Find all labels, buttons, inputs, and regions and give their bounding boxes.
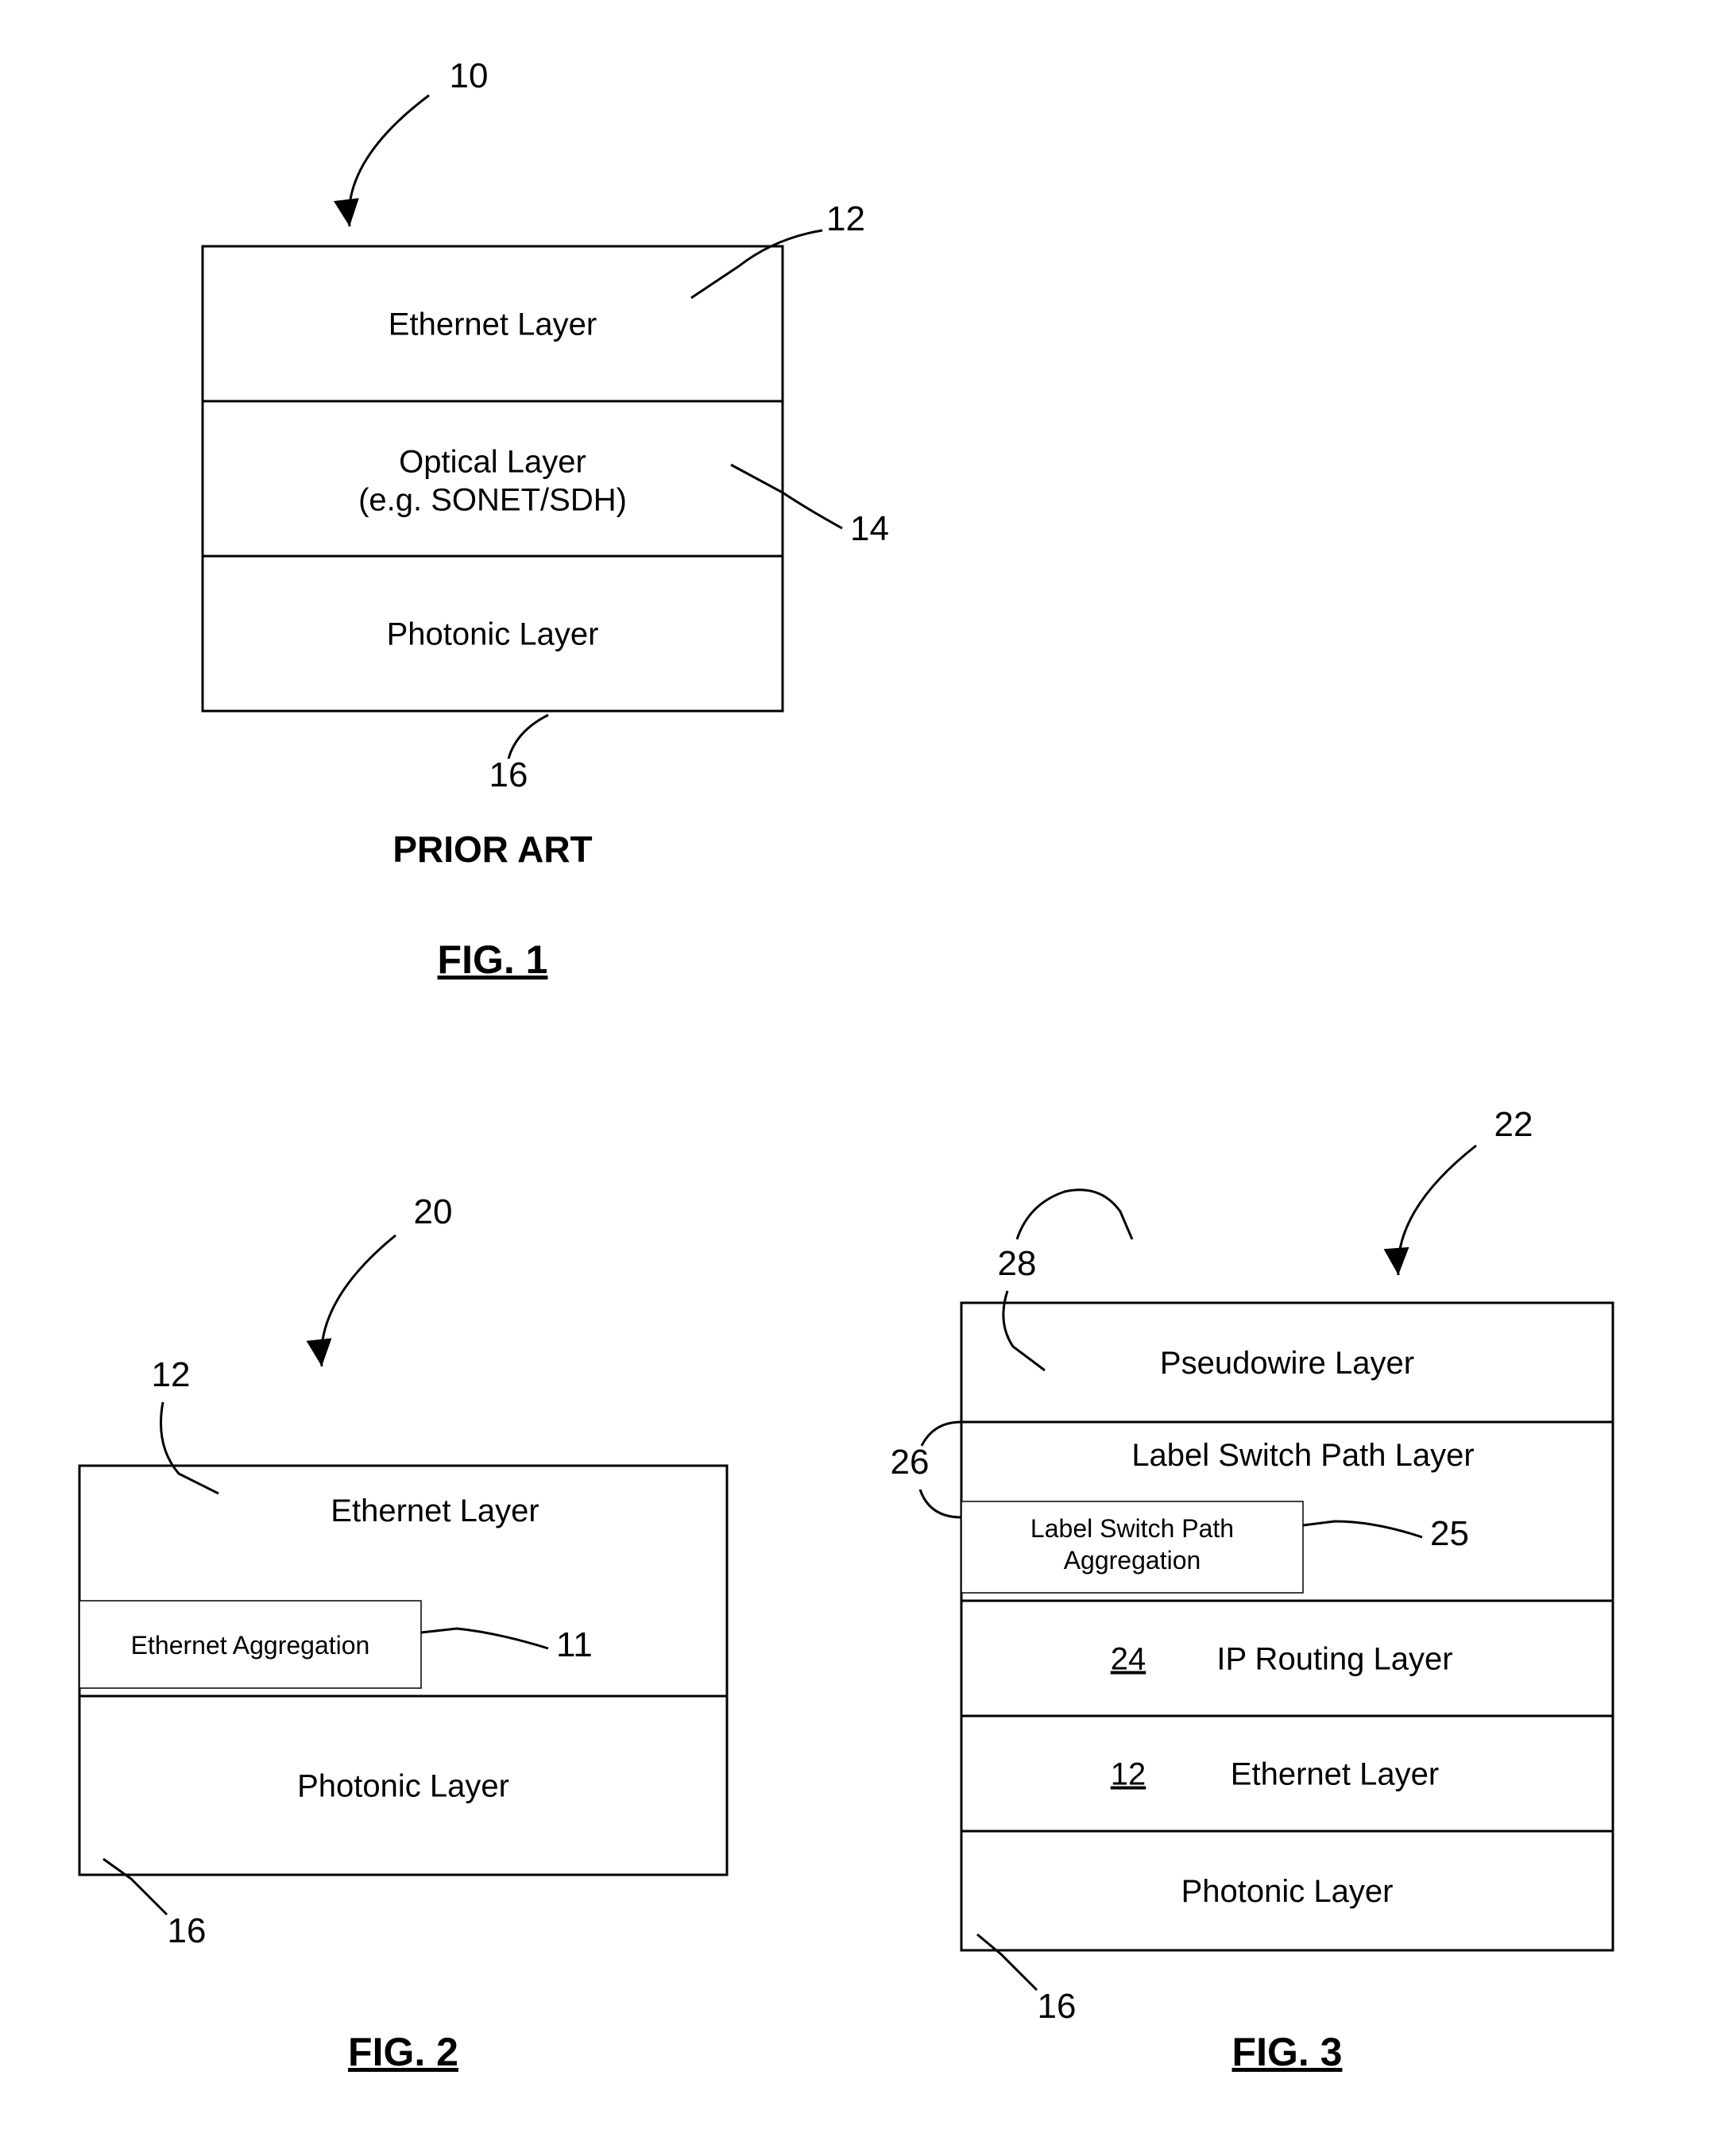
svg-text:Ethernet Layer: Ethernet Layer (331, 1493, 539, 1528)
svg-text:11: 11 (556, 1625, 593, 1664)
svg-text:12: 12 (152, 1355, 191, 1394)
svg-text:FIG. 3: FIG. 3 (1232, 2030, 1343, 2074)
svg-text:Photonic Layer: Photonic Layer (297, 1769, 509, 1804)
svg-text:28: 28 (998, 1244, 1037, 1283)
svg-text:24: 24 (1111, 1642, 1146, 1677)
svg-text:12: 12 (1111, 1757, 1146, 1792)
patent-figures: Ethernet Layer Optical Layer(e.g. SONET/S… (0, 0, 1736, 2133)
svg-text:22: 22 (1494, 1105, 1533, 1144)
svg-text:FIG. 1: FIG. 1 (438, 937, 548, 982)
svg-text:Ethernet Layer: Ethernet Layer (389, 307, 597, 342)
svg-text:12: 12 (826, 199, 865, 238)
svg-text:(e.g. SONET/SDH): (e.g. SONET/SDH) (358, 483, 627, 518)
svg-text:Label Switch Path Layer: Label Switch Path Layer (1131, 1438, 1474, 1473)
svg-text:Aggregation: Aggregation (1064, 1546, 1201, 1575)
svg-text:14: 14 (850, 509, 889, 548)
svg-text:Ethernet Aggregation: Ethernet Aggregation (131, 1631, 370, 1660)
svg-text:Label Switch Path: Label Switch Path (1030, 1514, 1234, 1543)
svg-text:Photonic Layer: Photonic Layer (387, 617, 599, 652)
svg-text:Pseudowire Layer: Pseudowire Layer (1160, 1346, 1414, 1381)
svg-text:20: 20 (414, 1192, 453, 1231)
svg-text:10: 10 (450, 56, 489, 95)
svg-text:Photonic Layer: Photonic Layer (1181, 1874, 1394, 1909)
svg-text:25: 25 (1430, 1514, 1469, 1553)
svg-text:PRIOR ART: PRIOR ART (392, 829, 592, 870)
svg-text:16: 16 (1038, 1987, 1077, 2026)
svg-text:16: 16 (489, 755, 528, 794)
svg-text:IP Routing Layer: IP Routing Layer (1216, 1642, 1452, 1677)
svg-text:FIG. 2: FIG. 2 (348, 2030, 458, 2074)
svg-text:Optical Layer: Optical Layer (399, 445, 586, 480)
svg-text:16: 16 (168, 1911, 207, 1950)
svg-text:Ethernet Layer: Ethernet Layer (1231, 1757, 1439, 1792)
svg-text:26: 26 (891, 1443, 930, 1482)
